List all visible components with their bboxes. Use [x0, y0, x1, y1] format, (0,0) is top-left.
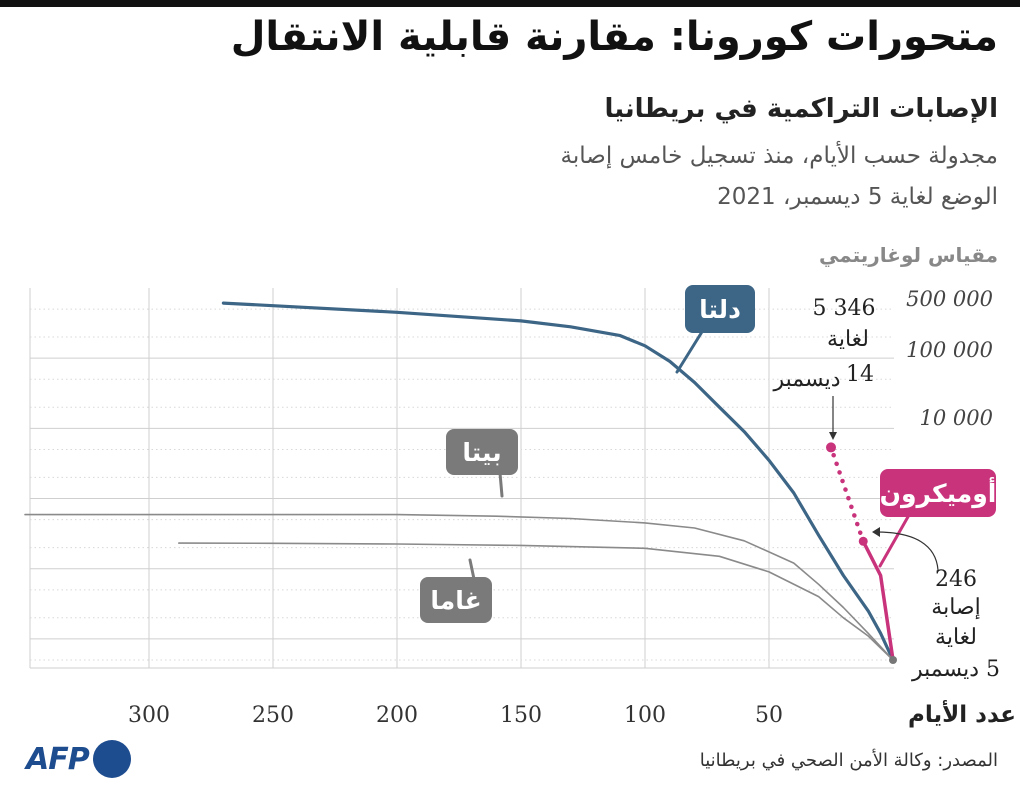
x-tick-label: 250 — [252, 703, 294, 728]
annotation-leader-current — [875, 531, 939, 571]
chart-subtitle: الإصابات التراكمية في بريطانيا — [604, 94, 998, 124]
badge-box-gamma — [420, 577, 492, 623]
omicron-projection-point — [826, 442, 836, 453]
badge-pointer-delta — [675, 329, 704, 374]
annotation-omicron-current: 246 — [935, 567, 977, 592]
line-chart: 50 100 150 200 250 300 عدد الأيام 10 000 100 000… — [24, 285, 1016, 728]
log-scale-note: مقياس لوغاريتمي — [818, 243, 998, 267]
chart-labels: 50 100 150 200 250 300 عدد الأيام 10 000 100 000… — [128, 285, 1016, 728]
x-tick-label: 50 — [755, 703, 783, 728]
annotation-omicron-projection: ديسمبر — [772, 367, 840, 392]
x-tick-label: 200 — [376, 703, 418, 728]
annotation-omicron-projection: 14 — [846, 362, 874, 387]
afp-logo: AFP — [26, 740, 131, 778]
x-axis-label: عدد الأيام — [908, 699, 1016, 728]
afp-logo-dot — [92, 740, 131, 778]
badge-omicron: أوميكرون — [878, 469, 997, 568]
badge-box-beta — [446, 429, 518, 475]
badge-pointer-omicron — [878, 513, 911, 568]
afp-logo-text: AFP — [26, 741, 90, 777]
series-label-delta: دلتا — [699, 295, 741, 324]
annotation-arrowhead-projection — [829, 432, 837, 440]
annotation-omicron-current: إصابة — [931, 595, 980, 620]
y-tick-label: 100 000 — [906, 338, 993, 362]
chart-description-line2: الوضع لغاية 5 ديسمبر، 2021 — [717, 184, 998, 210]
annotation-arrowhead-current — [872, 527, 880, 537]
series-label-omicron: أوميكرون — [880, 477, 997, 509]
series-line-gamma — [178, 542, 894, 661]
series-projection-omicron — [828, 445, 866, 544]
series-line-delta — [221, 301, 895, 662]
badge-beta: بيتا — [446, 429, 518, 498]
annotation-omicron-current: لغاية — [935, 625, 977, 650]
omicron-current-point — [858, 536, 868, 546]
x-tick-label: 150 — [500, 703, 542, 728]
origin-point — [889, 656, 897, 664]
series-line-omicron — [861, 539, 895, 662]
series-line-beta — [24, 513, 894, 661]
chart-description-line1: مجدولة حسب الأيام، منذ تسجيل خامس إصابة — [560, 143, 998, 169]
series-lines — [24, 301, 897, 664]
badge-gamma: غاما — [420, 558, 492, 623]
badge-box-omicron — [880, 469, 996, 517]
badge-pointer-beta — [498, 471, 504, 498]
y-tick-label: 10 000 — [920, 406, 993, 430]
chart-title: متحورات كورونا: مقارنة قابلية الانتقال — [230, 14, 998, 60]
series-label-gamma: غاما — [430, 586, 481, 615]
annotation-omicron-projection: 5 346 — [813, 296, 876, 321]
badge-box-delta — [685, 285, 755, 333]
annotation-omicron-projection: لغاية — [827, 327, 869, 352]
series-label-beta: بيتا — [462, 438, 501, 467]
annotation-omicron-current: 5 ديسمبر — [911, 657, 1000, 682]
y-tick-label: 500 000 — [906, 287, 993, 311]
x-tick-label: 300 — [128, 703, 170, 728]
top-bar — [0, 0, 1020, 7]
source-note: المصدر: وكالة الأمن الصحي في بريطانيا — [699, 750, 998, 771]
x-tick-label: 100 — [624, 703, 666, 728]
badge-pointer-gamma — [468, 558, 476, 581]
badge-delta: دلتا — [675, 285, 755, 374]
